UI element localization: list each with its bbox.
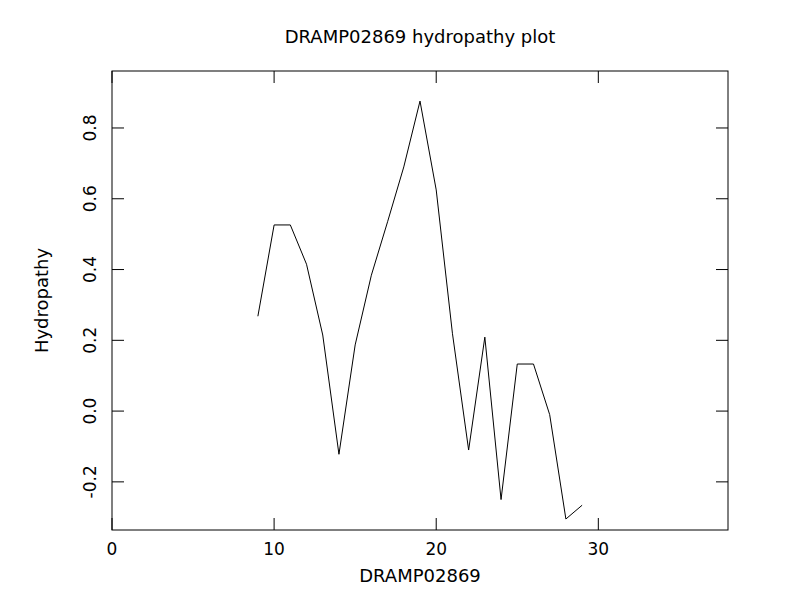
- y-tick: [112, 481, 124, 482]
- x-tick: [112, 518, 113, 530]
- y-tick: [112, 198, 124, 199]
- y-tick-right: [716, 340, 728, 341]
- x-axis-label: DRAMP02869: [359, 565, 481, 586]
- plot-frame: [112, 71, 728, 530]
- x-tick-top: [112, 71, 113, 83]
- x-tick-top: [598, 71, 599, 83]
- x-tick-label: 0: [107, 539, 118, 559]
- x-tick-label: 10: [263, 539, 285, 559]
- plot-area: [258, 101, 582, 519]
- y-tick-label: 0.0: [80, 398, 100, 425]
- y-tick-right: [716, 198, 728, 199]
- y-tick-label: 0.6: [80, 185, 100, 212]
- x-tick: [274, 518, 275, 530]
- x-tick-label: 30: [587, 539, 609, 559]
- y-tick-label: 0.4: [80, 256, 100, 283]
- y-tick-right: [716, 481, 728, 482]
- y-tick: [112, 127, 124, 128]
- x-tick-top: [274, 71, 275, 83]
- y-tick-right: [716, 269, 728, 270]
- y-tick-right: [716, 411, 728, 412]
- x-tick: [598, 518, 599, 530]
- hydropathy-line: [258, 101, 582, 519]
- x-tick: [436, 518, 437, 530]
- y-tick-label: -0.2: [80, 465, 100, 498]
- y-tick: [112, 340, 124, 341]
- chart-root: 0 10 20 30 -0.2 0.0 0.2 0.4 0.6 0.8 DRAMP02869 hyd…: [0, 0, 800, 600]
- chart: 0 10 20 30 -0.2 0.0 0.2 0.4 0.6 0.8 DRAMP02869 hyd…: [0, 0, 800, 600]
- x-tick-label: 20: [425, 539, 447, 559]
- title: DRAMP02869 hydropathy plot: [285, 26, 556, 47]
- y-tick-label: 0.2: [80, 327, 100, 354]
- y-tick: [112, 411, 124, 412]
- y-tick: [112, 269, 124, 270]
- y-tick-label: 0.8: [80, 114, 100, 141]
- y-tick-right: [716, 127, 728, 128]
- x-tick-top: [436, 71, 437, 83]
- y-axis-label: Hydropathy: [31, 248, 52, 354]
